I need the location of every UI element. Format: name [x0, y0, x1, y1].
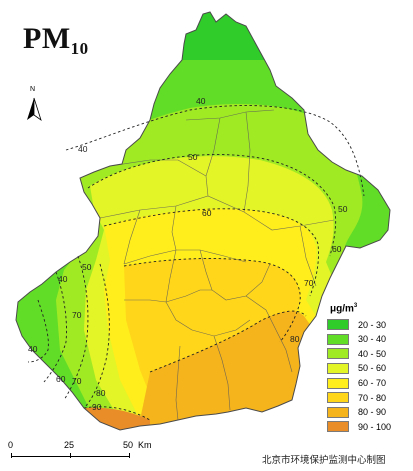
contour-label: 40 [28, 344, 38, 354]
district-line [299, 225, 317, 287]
north-label: N [30, 86, 36, 93]
legend-label: 70 - 80 [358, 392, 387, 403]
contour-90 [83, 406, 151, 421]
legend-label: 30 - 40 [358, 334, 387, 345]
zone-80-90 [140, 311, 390, 430]
district-line [171, 205, 177, 251]
contour-50 [87, 154, 337, 257]
legend: μg/m3 20 - 30 30 - 40 40 - 50 50 - 60 60… [327, 303, 407, 434]
contour-80 [149, 310, 307, 373]
contour-label: 90 [92, 402, 102, 412]
district-line [199, 249, 271, 301]
district-line [123, 209, 141, 265]
contour-label: 70 [304, 278, 314, 288]
contour-label: 50 [338, 204, 348, 214]
legend-label: 60 - 70 [358, 378, 387, 388]
legend-swatch [327, 333, 349, 345]
district-line [175, 345, 181, 421]
legend-title: μg/m3 [330, 303, 407, 314]
contour-label: 70 [72, 310, 82, 320]
contour-40-west [27, 299, 49, 363]
contour-label: 70 [72, 376, 82, 386]
north-arrow: N [24, 86, 44, 124]
legend-items: 20 - 30 30 - 40 40 - 50 50 - 60 60 - 70 … [327, 317, 407, 434]
district-line [109, 159, 207, 177]
title-subscript: 10 [70, 39, 89, 58]
contour-60 [103, 208, 319, 297]
contour-40-north [65, 105, 365, 197]
district-line [243, 111, 251, 213]
district-line [165, 289, 212, 303]
legend-swatch [327, 421, 349, 433]
scale-tick [129, 453, 131, 458]
legend-unit: μg/m [330, 303, 354, 315]
legend-label: 20 - 30 [358, 319, 387, 330]
scale-bar: 0 25 50 Km [8, 437, 168, 467]
contour-label: 40 [196, 96, 206, 106]
contour-70-west [83, 263, 110, 409]
contour-70 [123, 258, 301, 343]
contour-lines [27, 105, 365, 421]
legend-label: 90 - 100 [358, 421, 392, 432]
contour-label: 80 [96, 388, 106, 398]
legend-swatch [327, 319, 349, 331]
legend-item: 50 - 60 [327, 361, 407, 376]
legend-label: 50 - 60 [358, 363, 387, 374]
scale-unit: Km [138, 440, 152, 450]
legend-swatch [327, 377, 349, 389]
district-line [245, 295, 293, 373]
legend-item: 30 - 40 [327, 332, 407, 347]
district-line [124, 299, 167, 303]
scale-tick [70, 453, 72, 458]
contour-label: 60 [332, 244, 342, 254]
district-line [205, 117, 221, 197]
legend-swatch [327, 362, 349, 374]
title-main: PM [23, 22, 71, 55]
scale-tick-label: 50 [123, 440, 134, 450]
contour-label: 50 [82, 262, 92, 272]
district-line [185, 109, 275, 121]
contour-50-west [43, 271, 67, 383]
district-boundaries [99, 109, 335, 421]
contour-label: 50 [188, 152, 198, 162]
contour-label: 60 [56, 374, 66, 384]
legend-swatch [327, 406, 349, 418]
district-line [123, 249, 247, 265]
contour-label: 40 [78, 144, 88, 154]
legend-item: 90 - 100 [327, 419, 407, 434]
legend-label: 80 - 90 [358, 407, 387, 418]
legend-label: 40 - 50 [358, 348, 387, 359]
scale-tick-label: 25 [64, 440, 75, 450]
contour-label: 60 [202, 208, 212, 218]
legend-item: 70 - 80 [327, 390, 407, 405]
district-line [191, 319, 251, 337]
contour-60-west [63, 255, 89, 401]
contour-label: 80 [290, 334, 300, 344]
legend-swatch [327, 392, 349, 404]
district-line [213, 335, 231, 411]
map-title: PM10 [23, 22, 89, 59]
legend-item: 40 - 50 [327, 347, 407, 362]
map-credit: 北京市环境保护监测中心制图 [262, 455, 386, 466]
legend-item: 80 - 90 [327, 405, 407, 420]
contour-labels: 40 40 50 50 60 60 70 80 80 90 40 50 60 7… [28, 96, 348, 412]
legend-unit-sup: 3 [353, 303, 358, 309]
legend-swatch [327, 348, 349, 360]
north-arrow-icon [27, 97, 42, 122]
legend-item: 60 - 70 [327, 376, 407, 391]
district-line [99, 195, 335, 231]
scale-tick [11, 453, 13, 458]
legend-item: 20 - 30 [327, 317, 407, 332]
contour-label: 40 [58, 274, 68, 284]
scale-tick-label: 0 [8, 440, 14, 450]
